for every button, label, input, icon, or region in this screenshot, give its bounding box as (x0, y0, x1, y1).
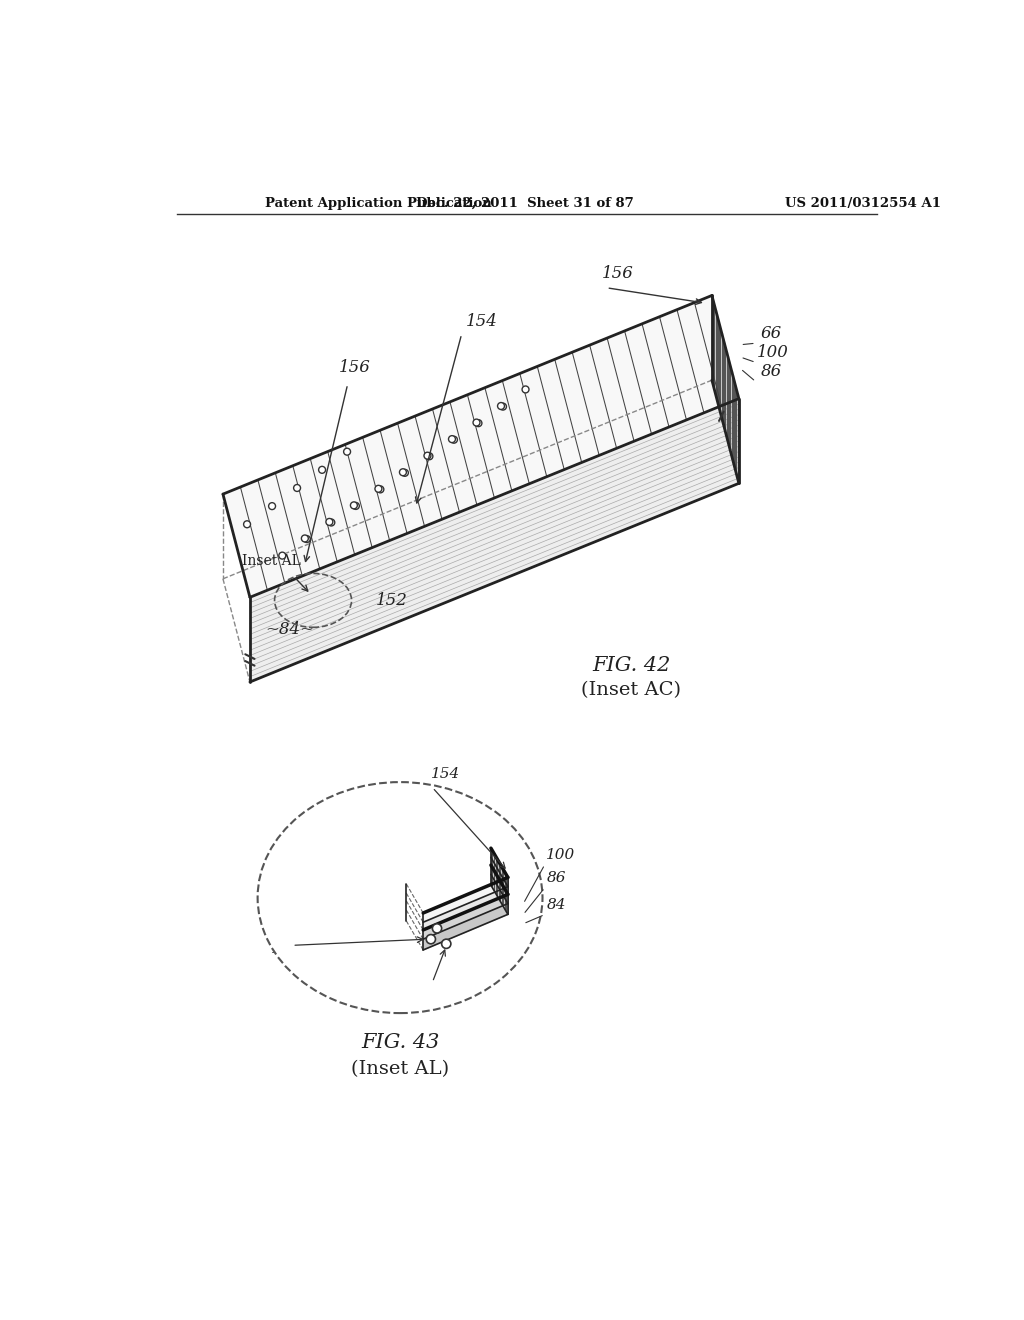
Circle shape (318, 466, 326, 474)
Circle shape (352, 503, 359, 510)
Text: 156: 156 (270, 942, 300, 956)
Ellipse shape (258, 781, 543, 1014)
Polygon shape (423, 878, 508, 923)
Text: 66: 66 (761, 325, 781, 342)
Text: 154: 154 (431, 767, 460, 781)
Polygon shape (223, 296, 739, 598)
Circle shape (279, 552, 286, 560)
Circle shape (350, 502, 357, 508)
Text: Dec. 22, 2011  Sheet 31 of 87: Dec. 22, 2011 Sheet 31 of 87 (416, 197, 634, 210)
Circle shape (441, 940, 451, 949)
Polygon shape (423, 904, 508, 950)
Text: 152: 152 (376, 591, 408, 609)
Circle shape (451, 436, 458, 444)
Text: 156: 156 (602, 265, 634, 281)
Polygon shape (423, 895, 508, 940)
Text: (Inset AC): (Inset AC) (581, 681, 681, 698)
Circle shape (522, 385, 529, 393)
Text: US 2011/0312554 A1: US 2011/0312554 A1 (785, 197, 941, 210)
Polygon shape (250, 399, 739, 682)
Circle shape (498, 403, 505, 409)
Circle shape (449, 436, 456, 442)
Circle shape (268, 503, 275, 510)
Text: ~84~: ~84~ (265, 622, 314, 639)
Circle shape (424, 453, 431, 459)
Polygon shape (423, 887, 508, 929)
Text: FIG. 42: FIG. 42 (592, 656, 671, 675)
Text: 100: 100 (547, 849, 575, 862)
Text: 100: 100 (758, 345, 790, 362)
Polygon shape (490, 874, 508, 915)
Circle shape (475, 420, 482, 426)
Text: (Inset AL): (Inset AL) (351, 1060, 450, 1078)
Text: 153: 153 (431, 981, 460, 994)
Polygon shape (490, 865, 508, 904)
Circle shape (401, 470, 409, 477)
Circle shape (344, 449, 350, 455)
Text: 86: 86 (761, 363, 781, 380)
Circle shape (303, 536, 310, 543)
Circle shape (294, 484, 300, 491)
Text: 154: 154 (466, 313, 498, 330)
Text: 152: 152 (370, 855, 399, 870)
Circle shape (426, 935, 435, 944)
Polygon shape (712, 296, 739, 483)
Circle shape (328, 519, 335, 525)
Text: Inset AL: Inset AL (243, 554, 301, 568)
Circle shape (432, 924, 441, 933)
Text: Patent Application Publication: Patent Application Publication (265, 197, 493, 210)
Circle shape (301, 535, 308, 543)
Text: 156: 156 (339, 359, 371, 376)
Text: 86: 86 (547, 871, 566, 886)
Circle shape (377, 486, 384, 492)
Circle shape (426, 453, 433, 459)
Text: FIG. 43: FIG. 43 (360, 1032, 439, 1052)
Circle shape (500, 403, 507, 411)
Circle shape (326, 519, 333, 525)
Circle shape (473, 418, 480, 426)
Polygon shape (490, 849, 508, 887)
Text: 84: 84 (547, 898, 566, 912)
Circle shape (244, 521, 251, 528)
Polygon shape (490, 858, 508, 895)
Polygon shape (490, 849, 508, 915)
Circle shape (399, 469, 407, 475)
Circle shape (375, 486, 382, 492)
